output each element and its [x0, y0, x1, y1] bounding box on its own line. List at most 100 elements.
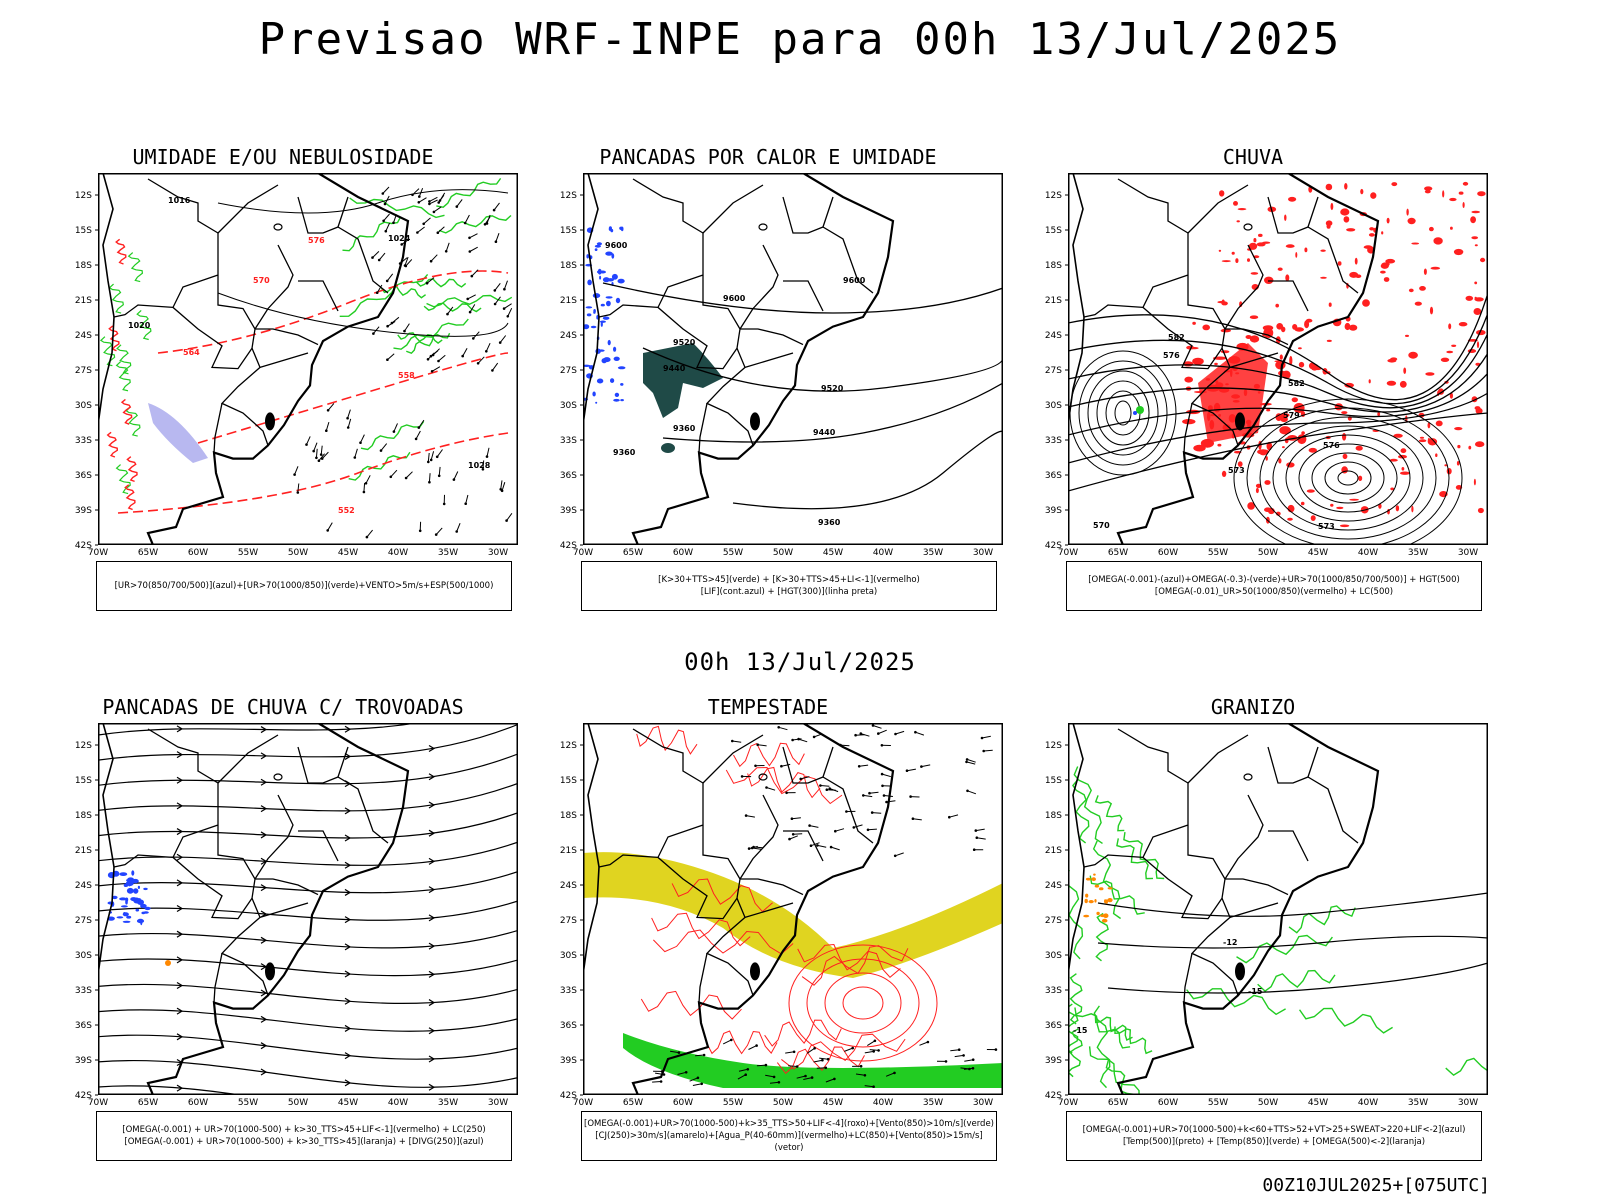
wind-vector	[435, 527, 443, 535]
state-border	[1117, 728, 1189, 784]
lon-tick-label: 70W	[88, 1098, 108, 1108]
wind-vector	[477, 356, 485, 364]
wind-vector-head	[468, 236, 471, 240]
wind-vector-head	[392, 430, 396, 433]
state-border	[259, 352, 309, 369]
map-background	[98, 723, 518, 1095]
hgt-label: 579	[1283, 411, 1300, 420]
wind-vector-head	[505, 519, 508, 522]
rain-area	[1231, 251, 1235, 255]
rain-area	[1278, 458, 1282, 464]
hgt500-contour	[1067, 392, 1489, 464]
rain-area	[1362, 299, 1370, 307]
rain-area	[1435, 453, 1438, 458]
rain-area	[1247, 258, 1250, 262]
wind-vector	[412, 188, 420, 196]
rain-area	[1326, 339, 1332, 342]
lat-tick-label: 18S	[75, 261, 92, 271]
streamline-arrow	[428, 773, 436, 781]
wind-vector	[853, 824, 863, 828]
wind-vector	[912, 818, 922, 821]
wind-vector	[297, 483, 300, 493]
lon-tick-label: 55W	[238, 1098, 258, 1108]
panel-legend: [OMEGA(-0.001) + UR>70(1000-500) + k>30_…	[96, 1111, 512, 1161]
lon-tick-label: 55W	[238, 548, 258, 558]
rain-area	[1340, 208, 1350, 216]
state-border	[1268, 280, 1309, 312]
wind-vector-head	[944, 1060, 948, 1063]
lat-tick-label: 42S	[560, 541, 577, 551]
wind-vector-head	[810, 1076, 814, 1079]
rain-area	[1427, 438, 1438, 446]
rain-area	[1470, 216, 1476, 224]
lat-tick-label: 15S	[560, 226, 577, 236]
divg-area	[140, 903, 147, 909]
lat-tick-label: 39S	[560, 1056, 577, 1066]
rain-area	[1236, 220, 1240, 223]
lc850-streamline	[797, 943, 901, 978]
temp-label: -15	[1073, 1026, 1088, 1035]
panel-tempestade: TEMPESTADE 12S 15S 18S 21S 24S 27S 30S 33S 36S 39…	[533, 695, 1003, 1175]
wind-vector-head	[498, 341, 502, 344]
wind-vector-head	[962, 1054, 965, 1057]
wind-vector	[756, 1064, 766, 1067]
wind-vector	[423, 217, 431, 225]
divg-area	[111, 895, 118, 900]
wind-vector	[427, 352, 435, 360]
omega500-area	[1084, 898, 1088, 904]
rain-area	[1221, 260, 1231, 263]
state-border	[1267, 196, 1309, 234]
omega500-area	[1105, 899, 1108, 904]
lon-tick-label: 70W	[1058, 548, 1078, 558]
wind-vector	[692, 1083, 702, 1086]
rain-area	[1279, 413, 1290, 418]
isobar-label: 1020	[128, 321, 151, 330]
wind-vector-head	[877, 1049, 880, 1052]
wind-vector	[464, 214, 470, 224]
streamline-arrow	[260, 752, 268, 760]
lif-contour	[587, 279, 592, 286]
wind-vector-head	[808, 824, 811, 827]
lat-tick-label: 27S	[75, 366, 92, 376]
rain-area	[1476, 341, 1480, 349]
wind-vector	[863, 794, 873, 798]
wind-vector-head	[792, 1050, 796, 1054]
panel-title: PANCADAS DE CHUVA C/ TROVOADAS	[102, 695, 464, 719]
wind-vector	[915, 731, 925, 736]
wind-vector	[429, 196, 438, 202]
streamline-arrow	[428, 886, 436, 894]
map-svg-tempestade	[572, 722, 1003, 1096]
coastline	[1116, 172, 1380, 546]
wind-vector	[748, 1045, 757, 1050]
wind-vector	[445, 242, 450, 252]
lc500-contour	[1272, 425, 1424, 531]
thickness-label: 558	[398, 371, 415, 380]
lif-contour	[599, 320, 606, 323]
lon-tick-label: 55W	[1208, 548, 1228, 558]
wind-vector-head	[429, 259, 433, 263]
wind-vector	[418, 419, 425, 428]
lat-tick-label: 21S	[560, 846, 577, 856]
rain-area	[1217, 443, 1222, 447]
wind-vector-head	[868, 791, 871, 795]
lat-tick-label: 42S	[560, 1091, 577, 1101]
wind-vector	[427, 452, 430, 462]
wind-vector	[467, 294, 476, 300]
wind-vector-head	[411, 193, 414, 197]
rain-area	[1477, 191, 1486, 197]
rain-area	[1370, 192, 1377, 199]
rain-area	[1381, 262, 1390, 267]
state-border	[297, 746, 339, 784]
rain-area	[1377, 412, 1381, 417]
hgt-label: 582	[1288, 379, 1305, 388]
wind-vector	[778, 726, 788, 731]
wind-vector-head	[702, 1053, 706, 1057]
rain-area	[1457, 444, 1461, 449]
lat-tick-label: 24S	[560, 881, 577, 891]
wind-vector-head	[747, 847, 751, 850]
wind-vector	[465, 494, 469, 504]
hgt-label: 9600	[723, 294, 746, 303]
lat-tick-label: 18S	[560, 261, 577, 271]
humidity-lower-contour	[116, 344, 132, 375]
lat-tick-label: 33S	[1045, 986, 1062, 996]
